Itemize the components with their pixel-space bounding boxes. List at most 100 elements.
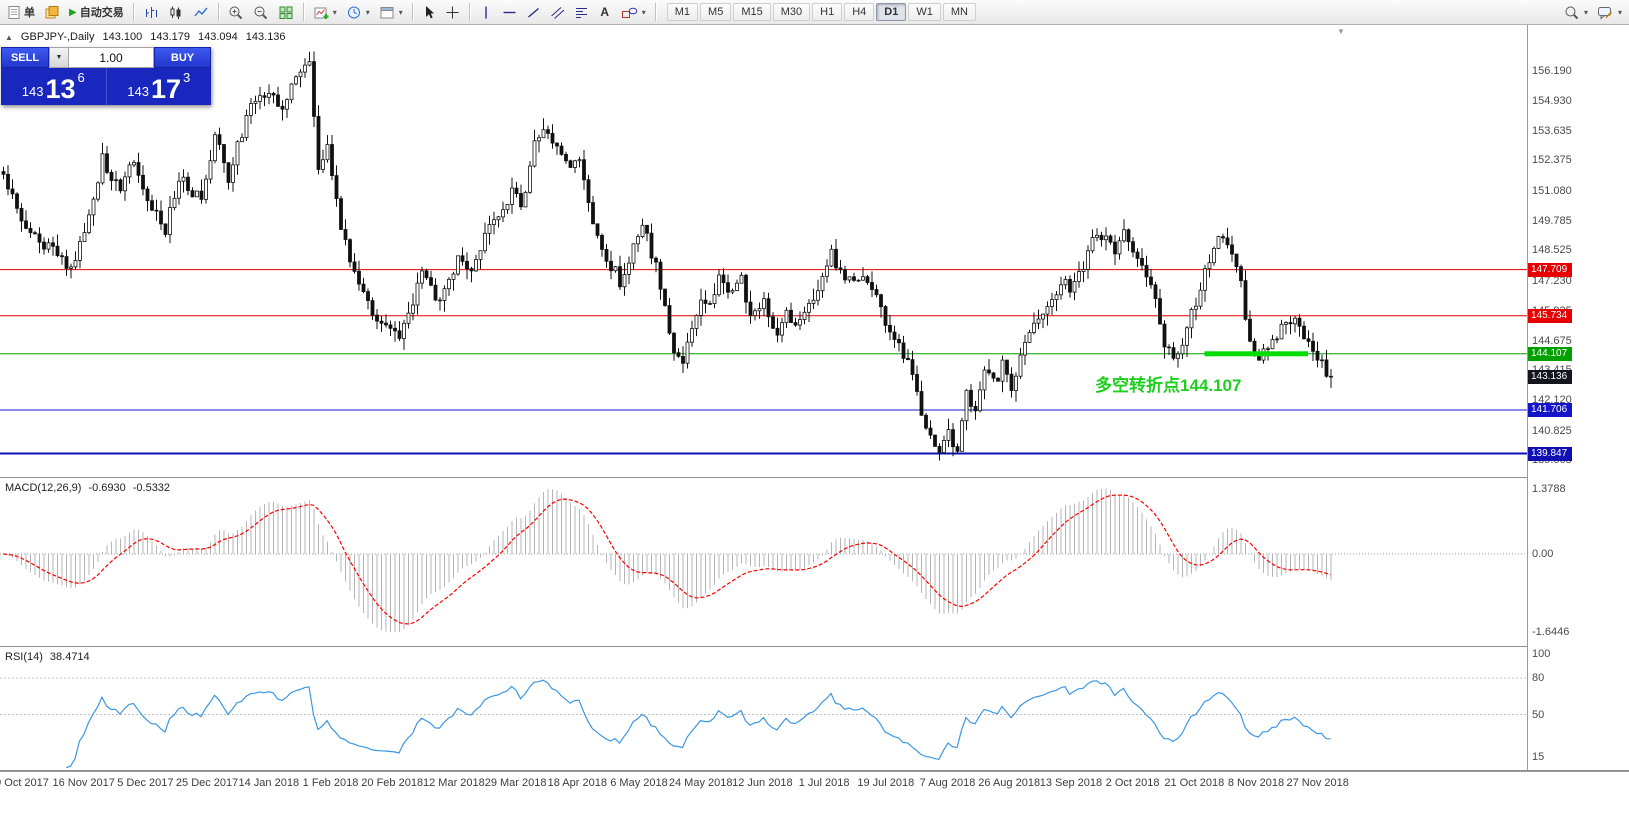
bid-prefix: 143 — [21, 84, 44, 99]
toolbar-separator — [302, 3, 304, 21]
text-tool-icon: A — [600, 5, 610, 19]
vertical-line-tool-button[interactable] — [475, 2, 497, 22]
time-axis-label: 18 Apr 2018 — [547, 777, 607, 789]
trendline-tool-button[interactable] — [522, 2, 545, 22]
news-icon — [1597, 6, 1613, 20]
macd-panel[interactable] — [0, 478, 1527, 646]
macd-value-main: -0.6930 — [88, 482, 126, 494]
crosshair-button[interactable] — [441, 2, 464, 22]
one-click-toggle-icon[interactable]: ▲ — [5, 32, 13, 42]
time-axis-label: 19 Jul 2018 — [857, 777, 915, 789]
bid-price[interactable]: 143 13 6 — [1, 68, 106, 105]
candlestick-chart[interactable] — [0, 25, 1527, 477]
highlight-segment[interactable] — [1204, 351, 1309, 357]
shapes-icon — [621, 7, 638, 18]
cursor-button[interactable] — [418, 2, 440, 22]
toolbar-separator — [132, 3, 134, 21]
symbol-period-label: GBPJPY-,Daily — [20, 31, 95, 43]
time-axis-label: 13 Sep 2018 — [1039, 777, 1103, 789]
new-order-label: 单 — [24, 7, 35, 19]
candlestick-mode-button[interactable] — [164, 2, 188, 22]
chart-title: ▲ GBPJPY-,Daily 143.100 143.179 143.094 … — [5, 31, 286, 43]
price-axis-label: 153.635 — [1532, 125, 1572, 137]
charts-list-button[interactable] — [40, 2, 64, 22]
zoom-in-button[interactable] — [224, 2, 248, 22]
rsi-axis-label: 50 — [1532, 709, 1545, 721]
pane-separator-macd[interactable] — [0, 477, 1629, 478]
new-chart-icon — [314, 7, 329, 19]
bid-big-digits: 13 — [45, 74, 76, 105]
tf-button-h4[interactable]: H4 — [844, 3, 875, 21]
templates-button[interactable]: ▾ — [375, 2, 407, 22]
ask-prefix: 143 — [127, 84, 149, 99]
zoom-in-icon — [229, 6, 242, 19]
line-chart-mode-button[interactable] — [189, 2, 213, 22]
high-value: 143.179 — [150, 31, 191, 43]
tf-button-w1[interactable]: W1 — [908, 3, 941, 21]
shapes-tool-button[interactable]: ▾ — [617, 2, 650, 22]
volume-input[interactable] — [69, 47, 154, 68]
vertical-line-icon — [485, 6, 487, 18]
time-axis-label: 8 Nov 2018 — [1227, 777, 1285, 789]
search-button[interactable]: ▾ — [1560, 2, 1592, 22]
open-value: 143.100 — [102, 31, 143, 43]
price-axis-label: 151.080 — [1532, 185, 1572, 197]
tf-button-m1[interactable]: M1 — [666, 3, 699, 21]
tf-button-m15[interactable]: M15 — [733, 3, 771, 21]
search-icon — [1565, 6, 1579, 19]
macd-name: MACD(12,26,9) — [5, 482, 82, 494]
dropdown-arrow-icon: ▾ — [641, 7, 646, 17]
pane-separator-rsi[interactable] — [0, 646, 1629, 647]
autotrading-button[interactable]: ▶ 自动交易 — [65, 2, 128, 22]
rsi-name: RSI(14) — [5, 651, 43, 663]
rsi-panel[interactable] — [0, 647, 1527, 770]
periods-icon — [347, 6, 360, 18]
zoom-out-button[interactable] — [249, 2, 273, 22]
toolbar-separator — [217, 3, 219, 21]
tf-button-mn[interactable]: MN — [942, 3, 976, 21]
macd-axis-label: -1.6446 — [1532, 626, 1570, 638]
chart-shift-marker[interactable]: ▼ — [1337, 27, 1345, 36]
time-axis-label: 1 Feb 2018 — [302, 777, 359, 789]
tile-windows-button[interactable] — [274, 2, 298, 22]
bar-chart-mode-button[interactable] — [139, 2, 163, 22]
fibonacci-tool-button[interactable] — [570, 2, 593, 22]
templates-icon — [380, 6, 394, 18]
time-axis-label: 16 Nov 2017 — [52, 777, 115, 789]
price-axis-label: 148.525 — [1532, 244, 1572, 256]
new-order-button[interactable]: 单 — [3, 2, 39, 22]
tf-button-h1[interactable]: H1 — [812, 3, 843, 21]
annotation-text[interactable]: 多空转折点144.107 — [1095, 376, 1242, 395]
tf-button-m30[interactable]: M30 — [772, 3, 811, 21]
new-chart-button[interactable]: ▾ — [309, 2, 341, 22]
time-axis-label: 27 Nov 2018 — [1286, 777, 1349, 789]
news-button[interactable]: ▾ — [1593, 2, 1626, 22]
price-tag-144.107: 144.107 — [1528, 347, 1572, 361]
volume-stepper[interactable]: ▼ — [49, 47, 69, 68]
crosshair-icon — [446, 6, 459, 18]
one-click-trading-panel: SELL ▼ BUY 143 13 6 143 17 3 — [1, 47, 211, 105]
time-axis-label: 20 Feb 2018 — [361, 777, 424, 789]
chart-area: ▲ GBPJPY-,Daily 143.100 143.179 143.094 … — [0, 25, 1629, 824]
dropdown-arrow-icon: ▾ — [1617, 7, 1622, 17]
periods-button[interactable]: ▾ — [342, 2, 374, 22]
buy-button[interactable]: BUY — [154, 47, 211, 68]
fibonacci-icon — [575, 7, 587, 18]
time-axis-label: 14 Jan 2018 — [238, 777, 300, 789]
close-value: 143.136 — [245, 31, 286, 43]
ask-price[interactable]: 143 17 3 — [105, 68, 212, 105]
low-value: 143.094 — [198, 31, 238, 43]
price-axis-label: 149.785 — [1532, 215, 1572, 227]
sell-button[interactable]: SELL — [1, 47, 49, 68]
channel-tool-button[interactable] — [546, 2, 569, 22]
charts-list-icon — [45, 5, 59, 18]
dropdown-arrow-icon: ▾ — [398, 7, 403, 17]
current-price-tag: 143.136 — [1528, 370, 1572, 384]
rsi-axis-label: 80 — [1532, 672, 1545, 684]
horizontal-line-tool-button[interactable] — [498, 2, 521, 22]
tf-button-d1[interactable]: D1 — [876, 3, 907, 21]
timeframe-group: M1 M5 M15 M30 H1 H4 D1 W1 MN — [666, 3, 976, 21]
time-axis-label: 29 Mar 2018 — [484, 777, 547, 789]
text-tool-button[interactable]: A — [594, 2, 616, 22]
tf-button-m5[interactable]: M5 — [700, 3, 732, 21]
